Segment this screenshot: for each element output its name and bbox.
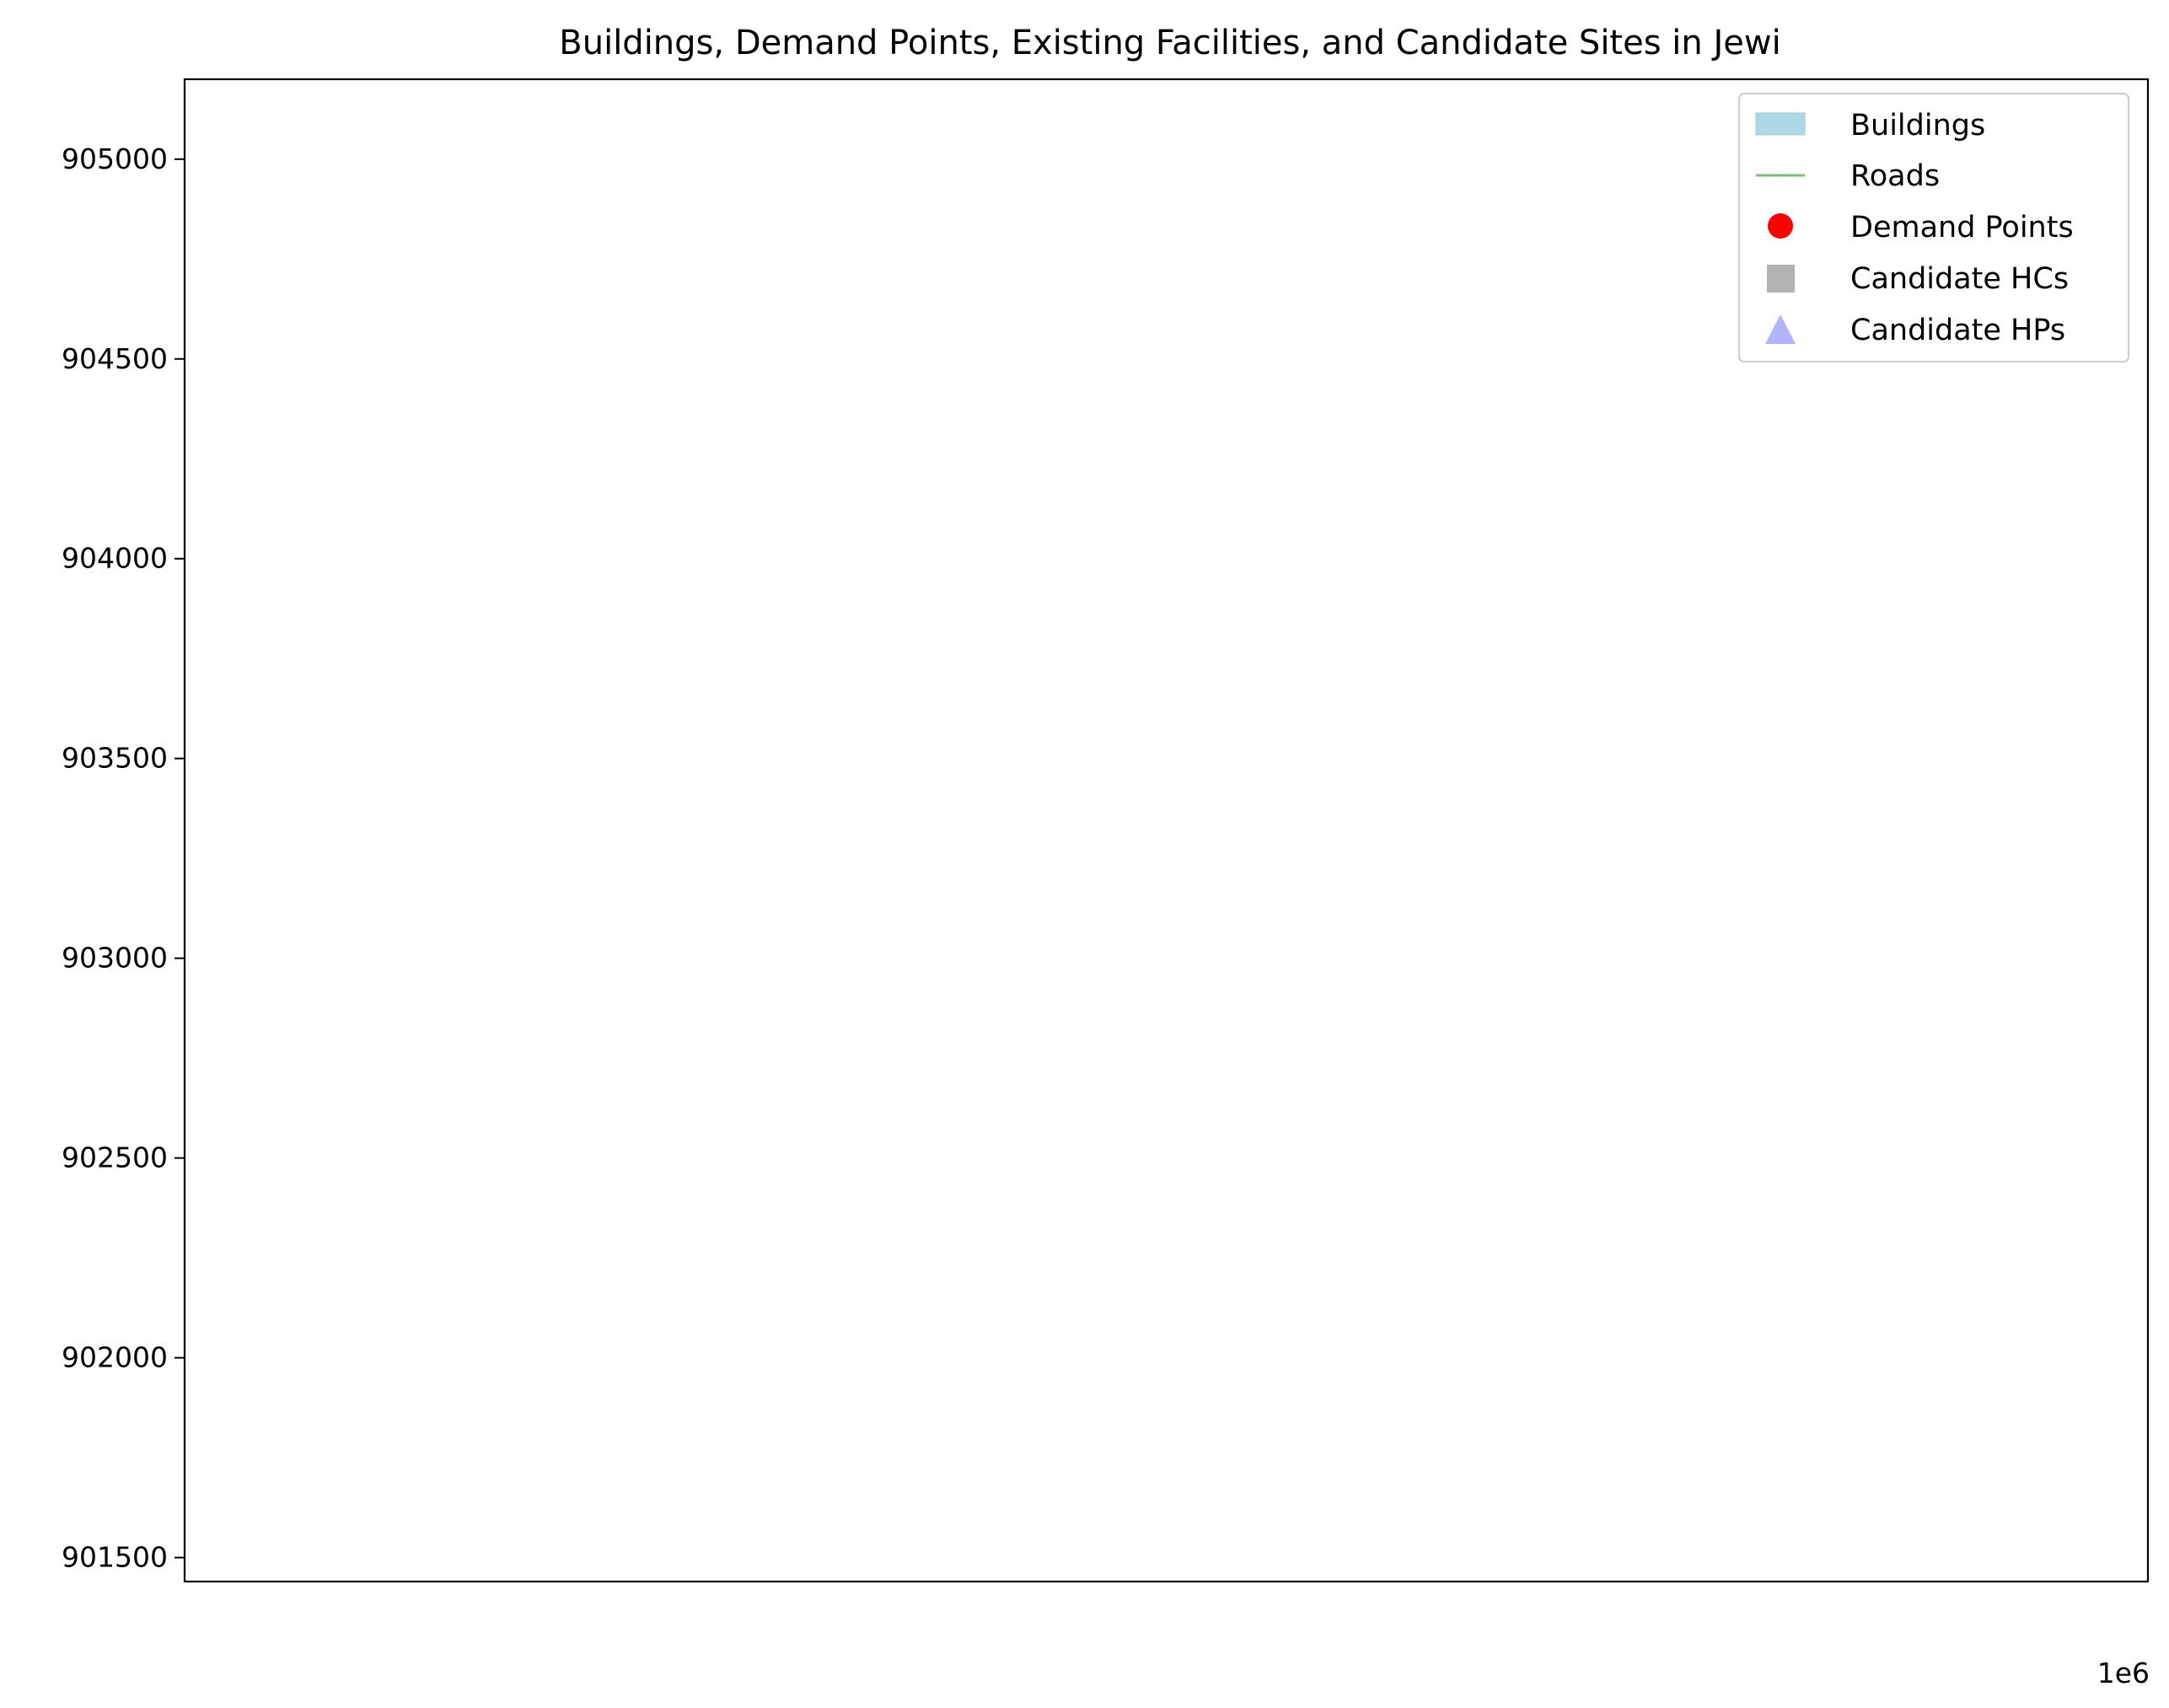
y-axis: 901500 902000 902500 903000 903500 904000 9045… <box>62 142 185 1574</box>
y-tick-label: 905000 <box>62 142 168 175</box>
chart-title: Buildings, Demand Points, Existing Facil… <box>559 24 1780 62</box>
legend-demand-points-label: Demand Points <box>1850 211 2074 244</box>
y-tick-label: 901500 <box>62 1541 168 1574</box>
legend-buildings-label: Buildings <box>1850 109 1985 142</box>
y-tick-label: 904500 <box>62 342 168 375</box>
legend: Buildings Roads Demand Points Candidate … <box>1738 93 2129 363</box>
y-tick-label: 903500 <box>62 742 168 775</box>
x-offset-label: 1e6 <box>2097 1657 2150 1689</box>
axes-frame <box>183 78 2150 1583</box>
legend-candidate-hcs-swatch <box>1767 265 1795 293</box>
y-tick-label: 904000 <box>62 542 168 575</box>
legend-demand-points-swatch <box>1768 213 1793 239</box>
legend-buildings-swatch <box>1755 112 1806 136</box>
legend-candidate-hps-swatch <box>1765 314 1796 344</box>
legend-frame <box>1738 93 2129 363</box>
y-tick-label: 902000 <box>62 1341 168 1374</box>
legend-candidate-hcs-label: Candidate HCs <box>1850 262 2069 296</box>
y-tick-label: 903000 <box>62 942 168 975</box>
legend-candidate-hps-label: Candidate HPs <box>1850 314 2065 347</box>
legend-roads-label: Roads <box>1850 159 1940 193</box>
y-tick-label: 902500 <box>62 1141 168 1174</box>
